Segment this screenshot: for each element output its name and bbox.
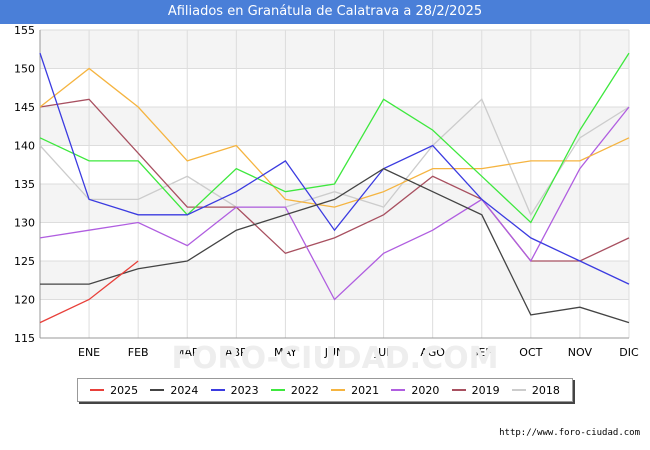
legend-label: 2022	[290, 383, 319, 397]
x-tick-label: JUL	[374, 346, 393, 359]
x-tick-label: OCT	[519, 346, 542, 359]
y-tick-label: 150	[14, 63, 35, 76]
legend-item-2018: 2018	[511, 383, 560, 397]
legend-swatch	[270, 389, 285, 391]
legend-label: 2020	[411, 383, 440, 397]
legend-item-2021: 2021	[331, 384, 379, 397]
legend-item-2019: 2019	[451, 383, 500, 397]
legend-item-2020: 2020	[391, 384, 439, 397]
legend-item-2022: 2022	[270, 383, 319, 397]
x-tick-label: DIC	[619, 346, 639, 359]
legend-swatch	[331, 389, 346, 391]
series-line-2018	[39, 98, 630, 217]
y-tick-label: 125	[14, 255, 35, 268]
x-tick-label: ENE	[78, 346, 100, 359]
y-tick-label: 120	[14, 294, 35, 307]
legend-label: 2023	[230, 383, 259, 397]
legend-swatch	[391, 389, 406, 391]
legend-swatch	[210, 389, 225, 391]
legend-item-2023: 2023	[210, 383, 259, 397]
x-tick-label: SEP	[471, 346, 492, 359]
legend-label: 2018	[531, 383, 560, 397]
legend-swatch	[90, 389, 105, 391]
series-line-2021	[39, 67, 630, 208]
legend-swatch	[451, 389, 466, 391]
series-line-2024	[40, 167, 630, 324]
legend-item-2025: 2025	[90, 384, 138, 397]
y-tick-label: 135	[14, 178, 35, 191]
series-line-2022	[39, 52, 630, 224]
legend-item-2024: 2024	[150, 384, 198, 397]
legend: 2025 2024 2023 2022 2021 2020 2019 2018	[77, 378, 573, 402]
series-line-2025	[39, 260, 139, 324]
legend-label: 2024	[170, 383, 199, 397]
x-tick-label: MAR	[175, 346, 200, 359]
series-line-2023	[39, 52, 630, 285]
source-url[interactable]: http://www.foro-ciudad.com	[499, 428, 640, 438]
x-tick-label: AGO	[420, 346, 445, 359]
y-tick-label: 140	[14, 140, 35, 153]
x-tick-label: FEB	[128, 346, 149, 359]
watermark: FORO-CIUDAD.COM	[172, 341, 499, 376]
legend-label: 2019	[471, 383, 500, 397]
y-tick-label: 145	[14, 101, 35, 114]
y-tick-label: 130	[14, 217, 35, 230]
legend-swatch	[150, 389, 165, 391]
y-tick-label: 115	[14, 332, 35, 345]
legend-swatch	[511, 389, 526, 391]
x-tick-label: ABR	[225, 346, 248, 359]
x-tick-label: NOV	[568, 346, 593, 359]
series-line-2020	[39, 106, 630, 301]
y-tick-label: 155	[14, 24, 35, 37]
chart-title: Afiliados en Granátula de Calatrava a 28…	[0, 0, 650, 24]
x-tick-label: JUN	[324, 346, 345, 359]
x-tick-label: MAY	[274, 346, 297, 359]
legend-label: 2021	[351, 383, 380, 397]
legend-label: 2025	[110, 383, 139, 397]
